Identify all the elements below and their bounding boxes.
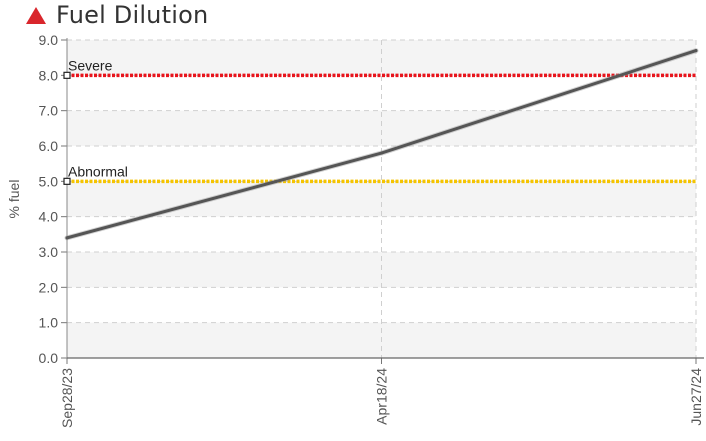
y-tick-label: 9.0 xyxy=(39,32,59,48)
y-tick-label: 4.0 xyxy=(39,209,59,225)
chart-title: Fuel Dilution xyxy=(56,1,209,29)
y-axis-label: % fuel xyxy=(6,180,22,219)
data-point xyxy=(694,49,698,53)
x-tick-label: Apr18/24 xyxy=(374,368,390,425)
threshold-lines: Severe Abnormal xyxy=(63,57,696,185)
x-tick-label: Sep28/23 xyxy=(59,368,75,428)
series-lines xyxy=(64,48,699,241)
data-point xyxy=(380,151,383,155)
x-tick-label: Jun27/24 xyxy=(688,368,704,426)
y-tick-label: 2.0 xyxy=(39,279,59,295)
y-tick-label: 7.0 xyxy=(39,103,59,119)
data-point xyxy=(65,236,69,240)
y-tick-label: 0.0 xyxy=(39,350,59,366)
y-tick-label: 6.0 xyxy=(39,138,59,154)
threshold-label: Abnormal xyxy=(68,163,128,179)
threshold-marker xyxy=(63,71,71,79)
chart-header: Fuel Dilution xyxy=(26,1,209,29)
axes xyxy=(61,38,704,364)
threshold-label: Severe xyxy=(68,57,113,73)
y-tick-label: 8.0 xyxy=(39,67,59,83)
y-tick-label: 5.0 xyxy=(39,173,59,189)
threshold-marker xyxy=(63,177,71,185)
warning-triangle-icon xyxy=(26,7,46,24)
y-tick-label: 3.0 xyxy=(39,244,59,260)
plot-bands xyxy=(67,40,696,358)
axis-labels: 0.0 1.0 2.0 3.0 4.0 5.0 6.0 7.0 8.0 9.0 Sep28/23 Ap… xyxy=(39,32,704,428)
y-tick-label: 1.0 xyxy=(39,315,59,331)
